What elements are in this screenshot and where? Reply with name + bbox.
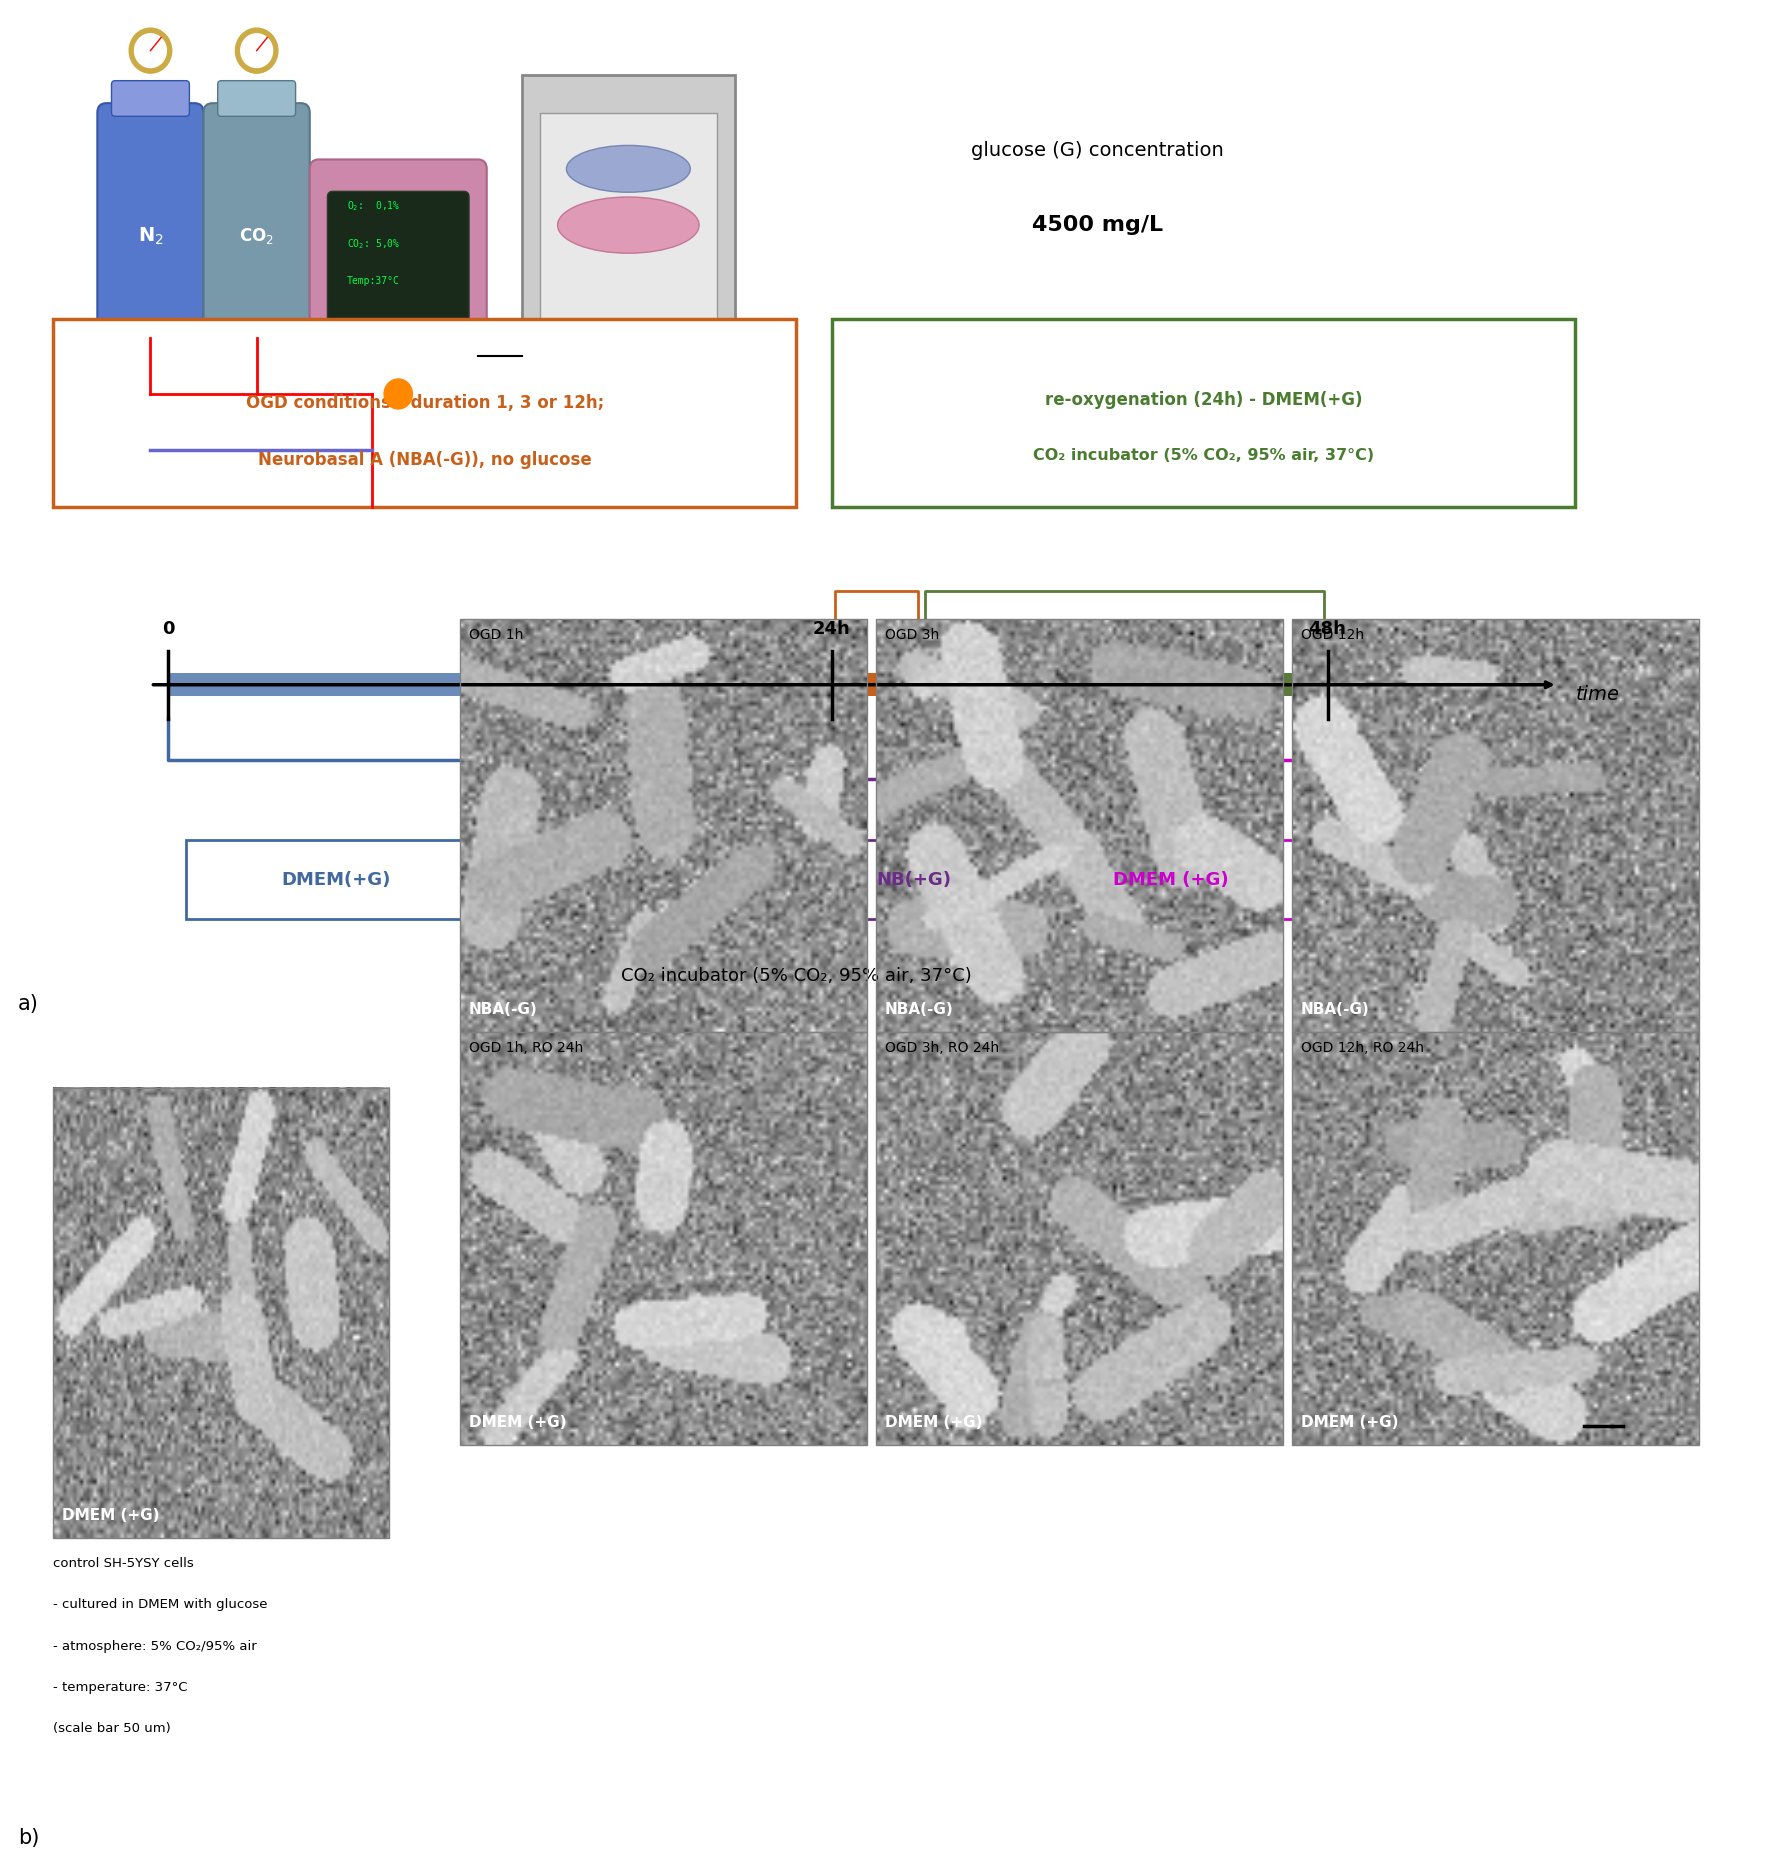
- Text: glucose (G) concentration: glucose (G) concentration: [972, 141, 1223, 159]
- Bar: [168, 673, 832, 696]
- FancyBboxPatch shape: [763, 840, 1064, 919]
- Circle shape: [135, 34, 166, 68]
- Bar: [1292, 1032, 1699, 1445]
- Text: OGD 12h, RO 24h: OGD 12h, RO 24h: [1301, 1041, 1423, 1054]
- Text: NBA(-G): NBA(-G): [469, 1002, 538, 1017]
- Text: OGD 3h: OGD 3h: [885, 628, 940, 642]
- FancyBboxPatch shape: [522, 75, 735, 375]
- FancyBboxPatch shape: [310, 159, 487, 441]
- Text: OGD 3h, RO 24h: OGD 3h, RO 24h: [885, 1041, 998, 1054]
- Circle shape: [241, 34, 273, 68]
- Text: 4500 mg/L: 4500 mg/L: [1032, 216, 1163, 234]
- Text: O$_2$:  0,1%: O$_2$: 0,1%: [347, 199, 400, 214]
- FancyBboxPatch shape: [327, 191, 469, 362]
- Text: NB(+G): NB(+G): [876, 870, 950, 889]
- Bar: [460, 1032, 867, 1445]
- FancyBboxPatch shape: [53, 319, 797, 507]
- Text: b): b): [18, 1829, 39, 1848]
- Circle shape: [235, 28, 278, 73]
- Text: 0: 0: [161, 619, 175, 638]
- Text: - cultured in DMEM with glucose: - cultured in DMEM with glucose: [53, 1598, 267, 1611]
- Text: OGD 1h, RO 24h: OGD 1h, RO 24h: [469, 1041, 584, 1054]
- FancyBboxPatch shape: [540, 113, 717, 338]
- Text: CO$_2$: CO$_2$: [239, 227, 274, 246]
- Text: a): a): [18, 994, 39, 1013]
- Circle shape: [129, 28, 172, 73]
- Text: re-oxygenation (24h) - DMEM(+G): re-oxygenation (24h) - DMEM(+G): [1044, 390, 1363, 409]
- Text: CO$_2$: 5,0%: CO$_2$: 5,0%: [347, 236, 400, 251]
- Text: NBA(-G): NBA(-G): [1301, 1002, 1370, 1017]
- Text: OGD conditions – duration 1, 3 or 12h;: OGD conditions – duration 1, 3 or 12h;: [246, 394, 604, 413]
- Text: 48h: 48h: [1308, 619, 1347, 638]
- Bar: [876, 1032, 1283, 1445]
- Text: DMEM (+G): DMEM (+G): [885, 1415, 982, 1430]
- Text: DMEM (+G): DMEM (+G): [1113, 870, 1228, 889]
- Text: OGD 1h: OGD 1h: [469, 628, 524, 642]
- Text: N$_2$: N$_2$: [138, 225, 163, 248]
- Text: OGD 12h: OGD 12h: [1301, 628, 1365, 642]
- Text: Neurobasal A (NBA(-G)), no glucose: Neurobasal A (NBA(-G)), no glucose: [258, 450, 591, 469]
- Text: control SH-5YSY cells: control SH-5YSY cells: [53, 1557, 195, 1570]
- Bar: [1292, 619, 1699, 1032]
- Text: - atmosphere: 5% CO₂/95% air: - atmosphere: 5% CO₂/95% air: [53, 1640, 257, 1653]
- FancyBboxPatch shape: [186, 840, 487, 919]
- Text: DMEM(+G): DMEM(+G): [281, 870, 391, 889]
- FancyBboxPatch shape: [204, 103, 310, 347]
- FancyBboxPatch shape: [832, 319, 1575, 507]
- Text: CO₂ incubator (5% CO₂, 95% air, 37°C): CO₂ incubator (5% CO₂, 95% air, 37°C): [1034, 448, 1374, 463]
- Bar: [876, 619, 1283, 1032]
- Circle shape: [384, 379, 412, 409]
- Text: DMEM (+G): DMEM (+G): [62, 1508, 159, 1523]
- Text: 24h: 24h: [812, 619, 851, 638]
- Bar: [53, 1088, 389, 1538]
- FancyBboxPatch shape: [97, 103, 204, 347]
- Bar: [460, 619, 867, 1032]
- FancyBboxPatch shape: [218, 81, 296, 116]
- Text: CO₂ incubator (5% CO₂, 95% air, 37°C): CO₂ incubator (5% CO₂, 95% air, 37°C): [621, 966, 972, 985]
- Ellipse shape: [558, 197, 699, 253]
- Text: (scale bar 50 um): (scale bar 50 um): [53, 1722, 172, 1735]
- Text: DMEM (+G): DMEM (+G): [469, 1415, 566, 1430]
- Bar: [832, 673, 920, 696]
- Text: time: time: [1575, 685, 1620, 704]
- Text: Temp:37°C: Temp:37°C: [347, 276, 400, 287]
- FancyBboxPatch shape: [1011, 840, 1329, 919]
- Text: DMEM (+G): DMEM (+G): [1301, 1415, 1398, 1430]
- Text: NBA(-G): NBA(-G): [885, 1002, 954, 1017]
- Bar: [920, 673, 1328, 696]
- Text: - temperature: 37°C: - temperature: 37°C: [53, 1681, 188, 1694]
- Ellipse shape: [566, 146, 690, 193]
- FancyBboxPatch shape: [112, 81, 189, 116]
